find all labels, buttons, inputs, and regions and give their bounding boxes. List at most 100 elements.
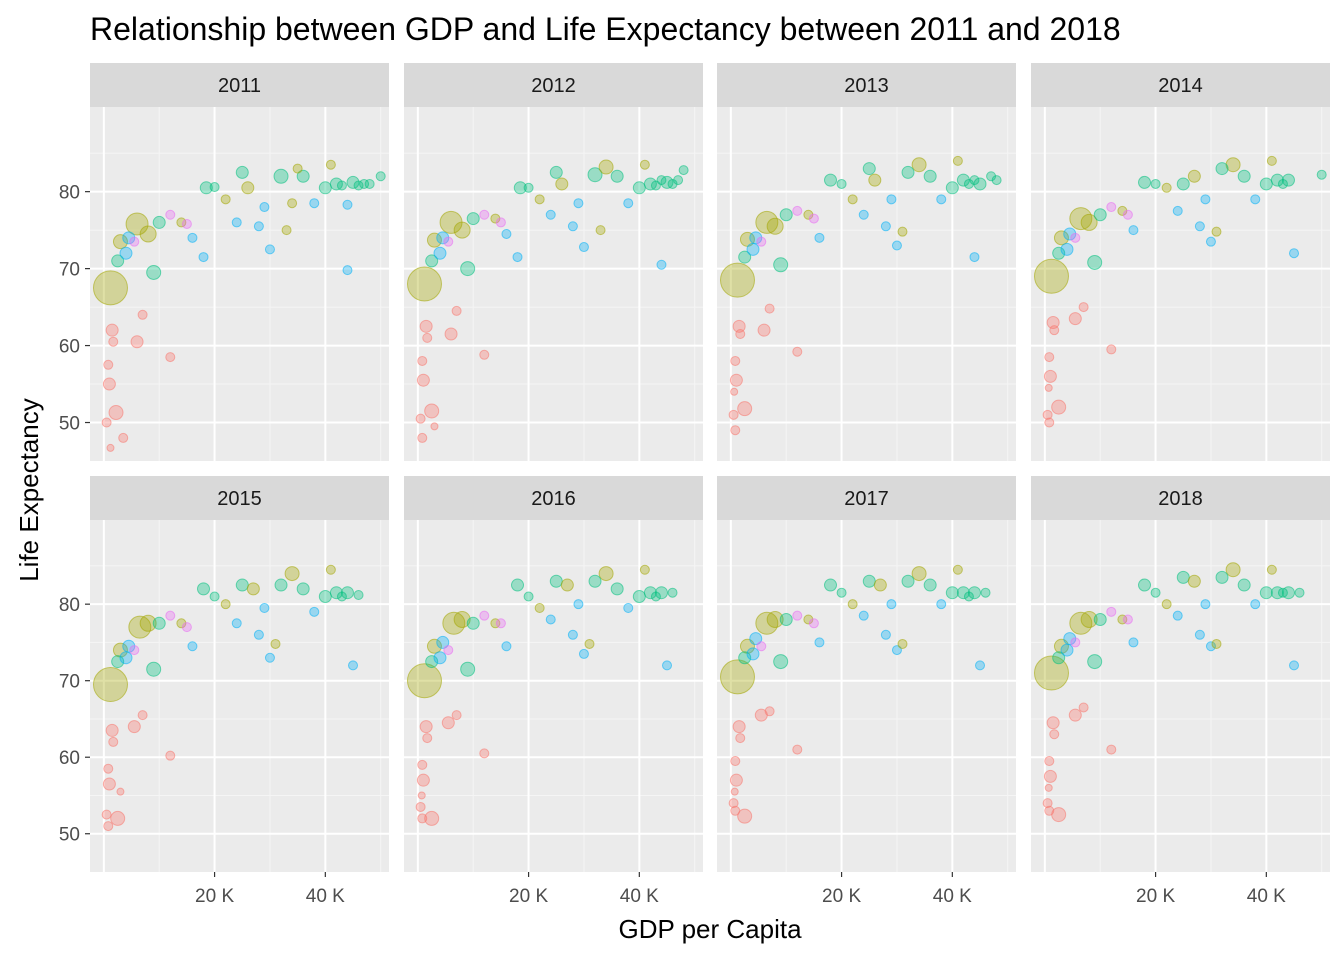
data-point — [730, 387, 739, 396]
data-point — [220, 599, 231, 610]
data-point — [1106, 202, 1117, 213]
data-point — [127, 720, 141, 734]
data-point — [273, 168, 289, 184]
data-point — [632, 590, 646, 604]
data-point — [108, 736, 119, 747]
data-point — [424, 810, 440, 826]
data-point — [287, 198, 298, 209]
data-point — [1138, 578, 1152, 592]
data-point — [728, 409, 739, 420]
data-point — [406, 663, 442, 699]
data-point — [749, 632, 763, 646]
data-point — [1200, 599, 1211, 610]
data-point — [1281, 173, 1295, 187]
data-point — [419, 319, 433, 333]
data-point — [444, 327, 458, 341]
points-layer — [1033, 155, 1327, 428]
data-point — [792, 346, 803, 357]
data-point — [623, 198, 634, 209]
data-point — [773, 257, 789, 273]
data-point — [353, 180, 364, 191]
facet-strip — [717, 63, 1016, 107]
data-point — [1277, 178, 1288, 189]
data-point — [623, 603, 634, 613]
data-point — [779, 612, 793, 626]
data-point — [1176, 570, 1190, 584]
data-point — [598, 566, 614, 582]
data-point — [253, 221, 264, 232]
data-point — [755, 210, 779, 234]
data-point — [523, 591, 534, 602]
data-point — [824, 173, 838, 187]
data-point — [1187, 574, 1201, 588]
data-point — [847, 599, 858, 610]
data-point — [656, 259, 667, 270]
data-point — [567, 221, 578, 232]
data-point — [426, 232, 442, 248]
data-point — [534, 603, 545, 613]
data-point — [274, 578, 288, 592]
data-point — [176, 217, 187, 228]
data-point — [92, 270, 128, 306]
facet-strip — [1031, 476, 1330, 520]
data-point — [847, 194, 858, 205]
data-point — [578, 242, 589, 253]
data-point — [808, 213, 819, 224]
data-point — [746, 242, 760, 256]
data-point — [1060, 643, 1074, 657]
panel-background — [90, 107, 389, 461]
data-point — [1215, 570, 1229, 584]
data-point — [1250, 194, 1261, 205]
data-point — [199, 181, 213, 195]
data-point — [673, 175, 684, 186]
data-point — [513, 181, 527, 195]
data-point — [1106, 344, 1117, 355]
data-point — [1044, 352, 1055, 363]
data-point — [181, 218, 192, 229]
data-point — [292, 163, 303, 174]
data-point — [102, 377, 116, 391]
data-point — [426, 638, 442, 654]
data-point — [911, 157, 927, 173]
data-point — [588, 574, 602, 588]
data-point — [235, 578, 249, 592]
data-point — [1225, 562, 1241, 578]
data-point — [119, 651, 133, 665]
data-point — [336, 180, 347, 191]
facet-panels: 2011 50 60 70 80 2012 2013 2014 2015 50 60 70 80 20 K… — [59, 63, 1330, 907]
data-point — [1087, 254, 1103, 270]
data-point — [1259, 586, 1273, 600]
data-point — [453, 610, 471, 628]
facet-panel-2015: 2015 50 60 70 80 20 K 40 K — [59, 476, 389, 907]
data-point — [643, 177, 657, 191]
data-point — [422, 332, 433, 343]
data-point — [975, 660, 986, 671]
data-point — [241, 181, 255, 195]
data-point — [956, 586, 970, 600]
data-point — [122, 231, 136, 245]
data-point — [952, 564, 963, 575]
data-point — [430, 422, 439, 431]
data-point — [495, 217, 506, 228]
data-point — [738, 651, 752, 665]
data-point — [103, 821, 114, 832]
data-point — [534, 194, 545, 205]
data-point — [945, 181, 959, 195]
x-tick-label: 40 K — [306, 886, 345, 907]
x-tick-label: 20 K — [822, 886, 861, 907]
facet-strip — [404, 476, 703, 520]
data-point — [105, 323, 119, 337]
data-point — [1187, 169, 1201, 183]
data-point — [348, 660, 359, 671]
data-point — [451, 710, 462, 721]
data-point — [342, 265, 353, 276]
data-point — [364, 178, 375, 189]
data-point — [560, 578, 574, 592]
data-point — [443, 645, 454, 656]
data-point — [773, 654, 789, 670]
data-point — [1078, 302, 1089, 313]
data-point — [101, 417, 112, 428]
data-point — [417, 813, 428, 824]
data-point — [945, 586, 959, 600]
data-point — [1069, 611, 1093, 635]
